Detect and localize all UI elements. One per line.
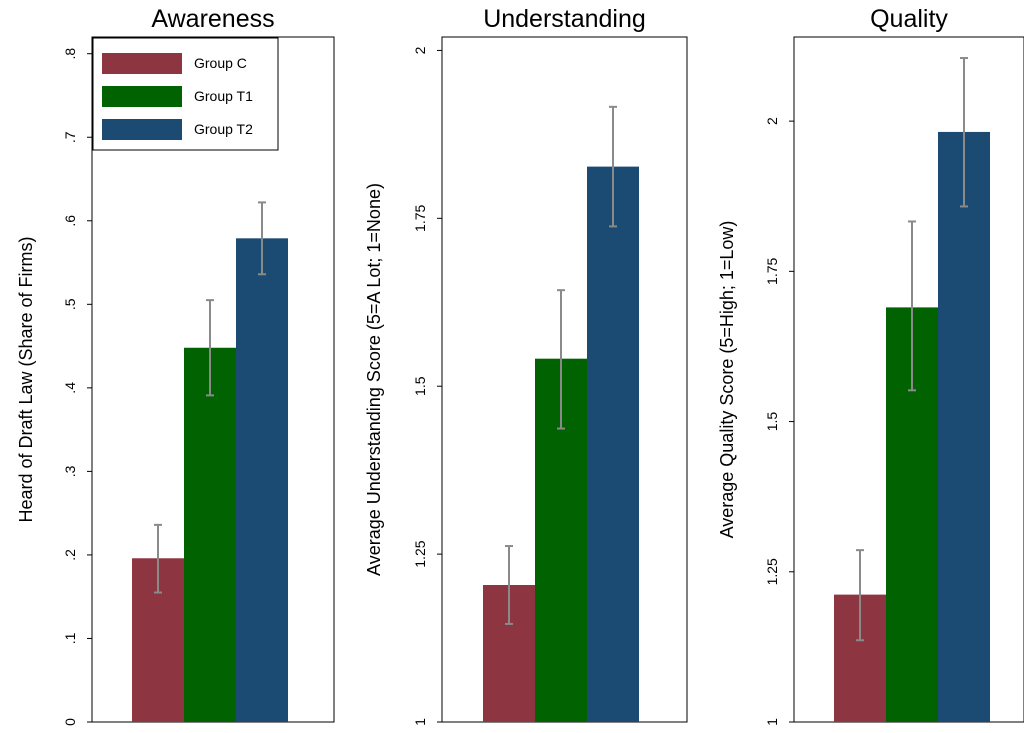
y-tick-label-1-1: .1 bbox=[62, 632, 78, 644]
y-tick-label-1-4: .4 bbox=[62, 382, 78, 394]
y-tick-label-1-5: .5 bbox=[62, 298, 78, 310]
y-tick-label-2-1: 1.25 bbox=[412, 540, 428, 567]
y-tick-label-2-3: 1.75 bbox=[412, 204, 428, 231]
legend-swatch-group-t1 bbox=[102, 86, 182, 107]
legend-swatch-group-t2 bbox=[102, 119, 182, 140]
y-tick-label-3-3: 1.75 bbox=[764, 258, 780, 285]
panel-title-1: Awareness bbox=[151, 5, 274, 33]
y-tick-label-3-4: 2 bbox=[764, 117, 780, 125]
y-tick-label-2-0: 1 bbox=[412, 718, 428, 726]
bar-1-group-t2 bbox=[236, 238, 288, 722]
bar-3-group-t2 bbox=[938, 131, 990, 722]
y-tick-label-3-1: 1.25 bbox=[764, 558, 780, 585]
y-tick-label-2-2: 1.5 bbox=[412, 376, 428, 396]
y-tick-label-3-0: 1 bbox=[764, 718, 780, 726]
y-tick-label-1-6: .6 bbox=[62, 215, 78, 227]
bar-2-group-t2 bbox=[587, 166, 639, 723]
y-axis-label-3: Average Quality Score (5=High; 1=Low) bbox=[717, 221, 737, 539]
y-tick-label-1-8: .8 bbox=[62, 48, 78, 60]
legend-label-group-t1: Group T1 bbox=[194, 88, 253, 104]
y-tick-label-1-0: 0 bbox=[62, 718, 78, 726]
y-tick-label-2-4: 2 bbox=[412, 46, 428, 54]
y-tick-label-1-2: .2 bbox=[62, 549, 78, 561]
panel-title-3: Quality bbox=[870, 5, 948, 33]
panel-title-2: Understanding bbox=[483, 5, 646, 33]
y-tick-label-3-2: 1.5 bbox=[764, 412, 780, 432]
y-axis-label-2: Average Understanding Score (5=A Lot; 1=… bbox=[364, 183, 384, 576]
y-tick-label-1-3: .3 bbox=[62, 465, 78, 477]
legend-label-group-t2: Group T2 bbox=[194, 121, 253, 137]
y-axis-label-1: Heard of Draft Law (Share of Firms) bbox=[16, 236, 36, 522]
y-tick-label-1-7: .7 bbox=[62, 131, 78, 143]
legend-label-group-c: Group C bbox=[194, 55, 247, 71]
legend-swatch-group-c bbox=[102, 53, 182, 74]
bar-1-group-t1 bbox=[184, 347, 236, 722]
